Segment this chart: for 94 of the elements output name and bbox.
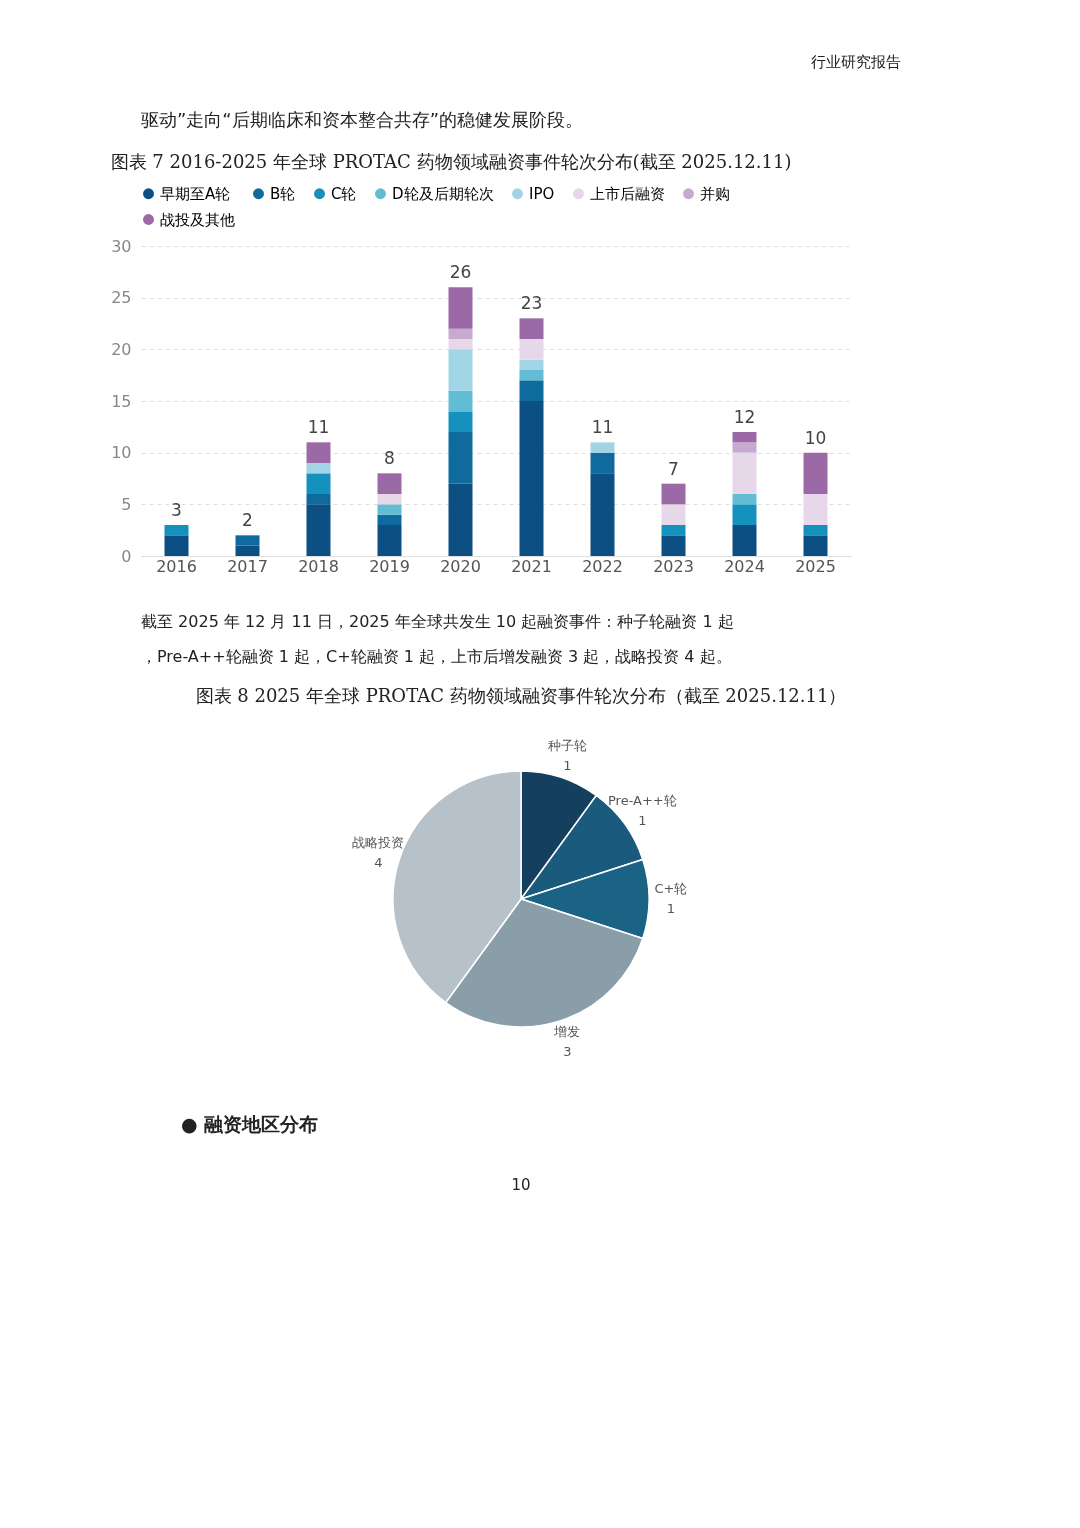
total-label: 11 <box>591 417 614 438</box>
text: 10 <box>511 1176 531 1194</box>
data-label: 1 <box>638 812 647 828</box>
total-label: 11 <box>307 417 330 438</box>
bar <box>732 525 757 556</box>
legend-label: 战投及其他 <box>160 210 235 229</box>
data-label: 3 <box>563 1043 572 1059</box>
bar <box>519 401 544 556</box>
bar <box>732 442 757 453</box>
bar <box>448 432 473 484</box>
text: 截至 2025 年 12 月 11 日，2025 年全球共发生 10 起融资事件：种子轮融资 1 起，Pre-A++轮融资 1 起，C+轮融资 1 起，上市后增发融资 3 起，战略投资 4 起。 <box>141 611 734 666</box>
total-label: 23 <box>520 293 543 314</box>
legend-label: 早期至A轮 <box>160 184 231 203</box>
bar <box>235 535 260 546</box>
y-tick-label: 25 <box>111 288 132 308</box>
total-label: 12 <box>733 407 756 427</box>
y-tick-label: 5 <box>121 494 132 514</box>
bar <box>164 525 189 536</box>
x-tick-label: 2022 <box>582 556 623 576</box>
chart-title: 图表 8 2025 年全球 PROTAC 药物领域融资事件轮次分布（截至 2025.12.11） <box>195 685 847 706</box>
total-label: 2 <box>242 510 253 531</box>
x-tick-label: 2018 <box>298 556 339 576</box>
data-label: 1 <box>563 758 572 774</box>
y-tick-label: 0 <box>121 546 132 566</box>
bar <box>377 504 402 515</box>
bar <box>803 535 828 556</box>
text: ● 融资地区分布 <box>181 1113 319 1135</box>
x-tick-label: 2023 <box>653 556 694 576</box>
x-tick-label: 2024 <box>724 556 765 576</box>
bar <box>448 328 473 339</box>
chart-title: 图表 7 2016-2025 年全球 PROTAC 药物领域融资事件轮次分布(截至 2025.12.11) <box>110 151 792 172</box>
x-tick-label: 2016 <box>156 556 197 576</box>
data-label: 4 <box>374 854 383 870</box>
bar <box>306 442 331 463</box>
data-label: 1 <box>666 901 676 916</box>
bar <box>803 525 828 536</box>
slice-label: C+轮 <box>654 881 688 896</box>
bar <box>306 463 331 474</box>
total-label: 7 <box>668 458 679 479</box>
legend-label: 上市后融资 <box>590 184 665 203</box>
bar <box>448 339 473 350</box>
slice-label: Pre-A++轮 <box>607 792 677 808</box>
bar <box>377 494 402 505</box>
x-tick-label: 2019 <box>369 556 410 576</box>
bar <box>377 514 402 525</box>
y-tick-label: 30 <box>111 236 132 256</box>
bar <box>590 442 615 453</box>
bar <box>306 494 331 505</box>
bar <box>732 432 757 443</box>
slice-label: 增发 <box>553 1023 581 1039</box>
bar <box>519 318 544 339</box>
total-label: 3 <box>171 500 182 520</box>
bar <box>448 483 473 556</box>
bar <box>519 380 544 401</box>
legend-label: D轮及后期轮次 <box>392 184 494 203</box>
x-tick-label: 2017 <box>227 556 268 576</box>
legend-label: B轮 <box>270 184 296 203</box>
y-tick-label: 20 <box>111 339 132 359</box>
legend-label: IPO <box>529 184 555 203</box>
bar <box>377 525 402 556</box>
bar <box>519 359 544 370</box>
y-tick-label: 10 <box>111 443 132 463</box>
bar <box>164 535 189 556</box>
x-tick-label: 2021 <box>511 556 552 576</box>
bar <box>803 452 828 494</box>
bar <box>803 494 828 525</box>
bar <box>306 504 331 556</box>
bar <box>661 535 686 556</box>
bar <box>377 473 402 494</box>
bar <box>235 545 260 556</box>
bar <box>306 473 331 494</box>
text: 驱动”走向“后期临床和资本整合共存”的稳健发展阶段。 <box>141 109 583 130</box>
x-tick-label: 2020 <box>440 556 481 576</box>
y-tick-label: 15 <box>111 391 132 411</box>
total-label: 8 <box>384 448 395 469</box>
bar <box>448 287 473 329</box>
slice-label: 种子轮 <box>547 738 587 754</box>
bar <box>661 483 686 505</box>
bar <box>448 411 473 432</box>
bar <box>732 494 757 505</box>
bar <box>661 525 686 536</box>
total-label: 26 <box>449 262 472 283</box>
x-tick-label: 2025 <box>795 556 836 576</box>
slice-label: 战略投资 <box>352 834 405 850</box>
bar <box>590 452 615 474</box>
bar <box>519 370 544 381</box>
legend-label: C轮 <box>331 184 357 203</box>
bar <box>448 390 473 412</box>
bar <box>448 349 473 391</box>
bar <box>590 473 615 556</box>
legend-label: 并购 <box>700 184 730 203</box>
text: 行业研究报告 <box>811 53 901 71</box>
total-label: 10 <box>804 427 827 448</box>
bar <box>732 504 757 525</box>
